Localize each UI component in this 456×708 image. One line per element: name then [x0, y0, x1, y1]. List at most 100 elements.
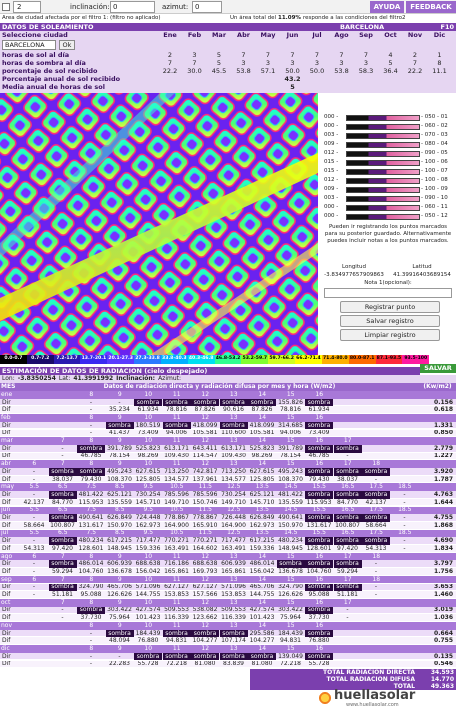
hour-row: [0, 506, 456, 515]
cell: 83.839: [223, 660, 244, 668]
hour: 10.5: [170, 483, 184, 491]
cell: 162.973: [249, 521, 275, 529]
cell: 625.121: [249, 491, 275, 498]
button[interactable]: Salvar registro: [340, 315, 440, 327]
cell: 126.626: [107, 591, 132, 599]
cell: -: [89, 629, 93, 637]
row-total: 3.019: [434, 606, 453, 614]
cell: 128.601: [78, 545, 104, 552]
cell: 7: [290, 51, 295, 59]
cell: 538.082: [192, 606, 218, 614]
cell: 108.370: [107, 475, 132, 483]
data-row: [0, 614, 456, 622]
city-select[interactable]: BARCELONA: [2, 40, 56, 50]
legend-left: 015 -: [324, 159, 339, 166]
cell: 617.215: [107, 537, 132, 545]
legend-left: 000 -: [324, 213, 339, 220]
cell: 486.014: [249, 560, 275, 568]
filter-text: responde a las condiciones del filtro2: [302, 15, 406, 21]
button[interactable]: Limpiar registro: [340, 329, 440, 341]
checkbox[interactable]: [2, 3, 10, 11]
month-header: Dic: [433, 31, 446, 39]
cell: 3: [314, 59, 320, 67]
cell: 79.430: [308, 475, 330, 483]
data-row: [0, 537, 456, 545]
hour: 11: [172, 460, 181, 468]
cell: 51.181: [337, 591, 358, 599]
select[interactable]: 2: [13, 1, 41, 13]
legend-bar: [346, 214, 420, 220]
cell: 144.755: [135, 591, 161, 599]
cell: 137.961: [192, 475, 218, 483]
cell: 76.880: [308, 637, 330, 645]
row-label: Dif: [2, 452, 11, 460]
hour: 12.5: [227, 506, 241, 514]
cell: 148.945: [278, 545, 303, 552]
note-input[interactable]: [324, 288, 452, 298]
feedback-button[interactable]: FEEDBACK: [406, 1, 456, 13]
hour: 9: [117, 414, 122, 421]
hour-row: [0, 391, 456, 399]
inclination-input[interactable]: 0: [110, 1, 155, 13]
cell: 78.816: [280, 406, 301, 414]
hour: 11.5: [198, 506, 212, 514]
cell: 46.785: [308, 452, 330, 460]
cell: 54.313: [365, 545, 387, 552]
cell: 427.574: [249, 606, 275, 614]
cell: sombra: [305, 652, 333, 661]
legend-bar: [346, 196, 420, 202]
cell: 303.422: [107, 606, 132, 614]
hour: 16: [315, 598, 324, 606]
scale-item: 87.1-93.5: [375, 355, 403, 364]
hour: 13: [229, 460, 238, 468]
cell: 163.491: [221, 545, 246, 552]
hour: 15: [286, 552, 295, 560]
hour: 15.5: [312, 483, 326, 491]
scale-item: 7.2-13.7: [53, 355, 81, 364]
hour: 14: [258, 645, 267, 652]
cell: sombra: [191, 398, 219, 407]
cell: 153.853: [164, 591, 189, 599]
data-row: [0, 444, 456, 453]
cell: 627.615: [135, 468, 161, 475]
month-name: ene: [1, 391, 13, 398]
button[interactable]: Registrar punto: [340, 301, 440, 313]
cell: 688.638: [135, 560, 161, 568]
cell: 465.706: [107, 583, 132, 591]
hour-row: [0, 437, 456, 445]
hour: 10: [144, 552, 153, 560]
cell: 613.171: [221, 444, 246, 452]
hour: 6: [32, 460, 37, 468]
hour: 14: [258, 460, 267, 468]
heat-map[interactable]: [0, 93, 318, 355]
cell: 627.127: [164, 583, 189, 591]
legend-left: 000 -: [324, 204, 339, 211]
month-header: Feb: [187, 31, 202, 39]
legend-right: - 050 - 12: [421, 213, 448, 220]
cell: 57.1: [260, 67, 276, 75]
cell: -: [403, 491, 406, 498]
cell: 107.174: [221, 637, 246, 645]
cell: 730.254: [221, 491, 246, 498]
hour: 15: [286, 575, 295, 583]
cell: 87.826: [251, 406, 273, 414]
azimuth-input[interactable]: 0: [192, 1, 222, 13]
hour: 17: [343, 552, 352, 560]
cell: 123.662: [192, 614, 218, 622]
hour: 17.5: [369, 529, 383, 537]
cell: sombra: [362, 491, 390, 499]
cell: 84.770: [52, 498, 73, 506]
legend-left: 009 -: [324, 186, 339, 193]
cell: sombra: [305, 444, 333, 453]
hour: 9.5: [143, 483, 154, 491]
ok-button[interactable]: Ok: [59, 40, 75, 50]
hour: 11: [172, 575, 181, 583]
cell: sombra: [48, 514, 77, 522]
cell: 53.8: [236, 67, 251, 75]
hour: 8: [89, 622, 94, 629]
month-name: oct: [1, 598, 11, 606]
data-row: [0, 521, 456, 530]
cell: 3: [363, 59, 369, 67]
save-button[interactable]: SALVAR: [420, 364, 456, 373]
help-button[interactable]: AYUDA: [370, 1, 404, 13]
